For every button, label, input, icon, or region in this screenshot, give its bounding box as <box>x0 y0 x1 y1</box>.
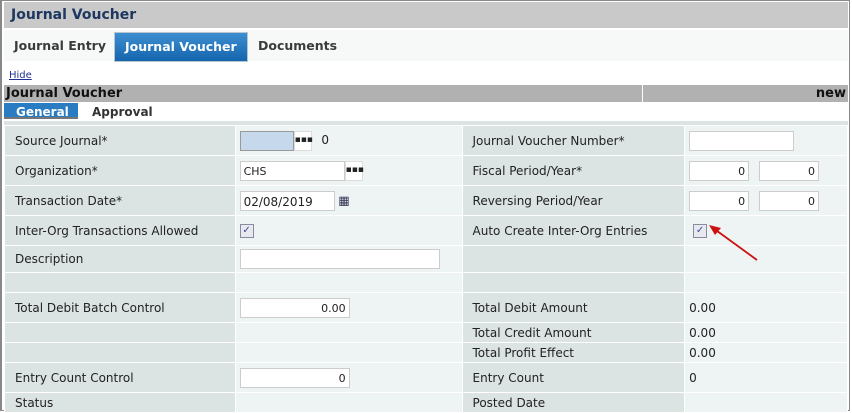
tab-journal-voucher[interactable]: Journal Voucher <box>114 32 248 62</box>
page-title: Journal Voucher <box>4 2 848 28</box>
red-arrow <box>709 225 758 261</box>
label: Description <box>4 245 236 273</box>
fiscal-year-input[interactable]: 0 <box>758 160 819 181</box>
calendar-icon[interactable]: ▦ <box>338 193 350 207</box>
entry-count-control-input[interactable]: 0 <box>239 367 350 388</box>
tab-documents[interactable]: Documents <box>258 38 338 53</box>
hide-link[interactable]: Hide <box>9 70 32 81</box>
label: Organization* <box>4 155 236 186</box>
label: Total Debit Batch Control <box>4 292 236 323</box>
label: Auto Create Inter-Org Entries <box>461 215 686 246</box>
description-input[interactable] <box>239 249 440 269</box>
label: Fiscal Period/Year* <box>461 155 686 186</box>
label: Source Journal* <box>4 125 236 156</box>
jv-number-input[interactable] <box>689 130 795 151</box>
ellipsis-icon[interactable]: ▪▪▪ <box>293 130 313 151</box>
label: Transaction Date* <box>4 185 236 216</box>
label: Journal Voucher Number* <box>461 125 686 156</box>
label: Reversing Period/Year <box>461 185 686 216</box>
label: Total Profit Effect <box>461 342 686 363</box>
divider <box>4 121 848 125</box>
label: Entry Count <box>461 362 686 393</box>
total-debit-batch-input[interactable]: 0.00 <box>239 297 350 318</box>
tab-journal-entry[interactable]: Journal Entry <box>14 38 106 53</box>
source-journal-input[interactable] <box>239 130 294 151</box>
total-debit-amount: 0.00 <box>684 292 848 323</box>
reversing-year-input[interactable]: 0 <box>758 190 819 211</box>
ellipsis-icon[interactable]: ▪▪▪ <box>344 160 364 181</box>
total-credit-amount: 0.00 <box>684 322 848 343</box>
label: Entry Count Control <box>4 362 236 393</box>
label: Total Credit Amount <box>461 322 686 343</box>
transaction-date-input[interactable]: 02/08/2019 <box>239 190 335 211</box>
tab-bar: Journal Entry Journal Voucher Documents <box>4 30 848 62</box>
organization-input[interactable]: CHS <box>239 160 345 181</box>
auto-create-checkbox[interactable]: ✓ <box>693 223 708 238</box>
inter-org-allowed-checkbox[interactable]: ✓ <box>239 223 254 238</box>
record-status: new <box>643 85 848 102</box>
reversing-period-input[interactable]: 0 <box>689 190 750 211</box>
voucher-form: Source Journal* ▪▪▪ 0 Journal Voucher Nu… <box>4 125 848 413</box>
entry-count: 0 <box>684 362 848 393</box>
source-journal-value: 0 <box>321 133 330 147</box>
section-title: Journal Voucher <box>4 85 642 102</box>
subtab-general[interactable]: General <box>4 103 78 119</box>
label: Total Debit Amount <box>461 292 686 323</box>
label: Status <box>4 392 236 413</box>
fiscal-period-input[interactable]: 0 <box>689 160 750 181</box>
label: Inter-Org Transactions Allowed <box>4 215 236 246</box>
subtab-approval[interactable]: Approval <box>92 105 153 119</box>
total-profit-effect: 0.00 <box>684 342 848 363</box>
label: Posted Date <box>461 392 686 413</box>
